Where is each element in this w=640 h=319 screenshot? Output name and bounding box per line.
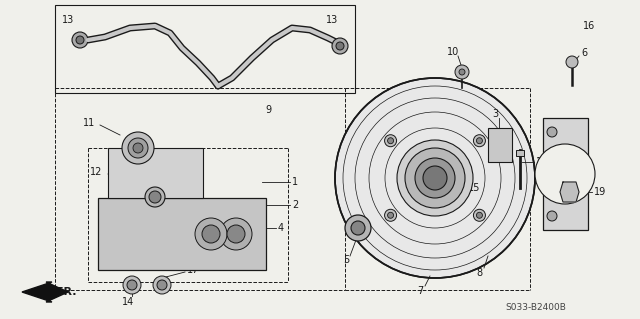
Text: 4: 4 bbox=[278, 223, 284, 233]
Polygon shape bbox=[22, 282, 68, 302]
Circle shape bbox=[123, 276, 141, 294]
Circle shape bbox=[351, 221, 365, 235]
Text: 15: 15 bbox=[468, 183, 481, 193]
Text: 13: 13 bbox=[326, 15, 338, 25]
Text: 10: 10 bbox=[447, 47, 459, 57]
Circle shape bbox=[220, 218, 252, 250]
Circle shape bbox=[227, 225, 245, 243]
Bar bbox=[108, 148, 203, 198]
Circle shape bbox=[76, 36, 84, 44]
Circle shape bbox=[415, 158, 455, 198]
Text: 19: 19 bbox=[594, 187, 606, 197]
Circle shape bbox=[385, 135, 397, 147]
Text: 8: 8 bbox=[476, 268, 482, 278]
Circle shape bbox=[72, 32, 88, 48]
Circle shape bbox=[405, 148, 465, 208]
Circle shape bbox=[547, 127, 557, 137]
Text: 2: 2 bbox=[292, 200, 298, 210]
Text: 5: 5 bbox=[343, 255, 349, 265]
Circle shape bbox=[547, 211, 557, 221]
Text: 9: 9 bbox=[265, 105, 271, 115]
Circle shape bbox=[128, 138, 148, 158]
Circle shape bbox=[474, 209, 485, 221]
Circle shape bbox=[332, 38, 348, 54]
Circle shape bbox=[455, 65, 469, 79]
Text: 16: 16 bbox=[583, 21, 595, 31]
Text: 14: 14 bbox=[122, 297, 134, 307]
Circle shape bbox=[153, 276, 171, 294]
Circle shape bbox=[385, 209, 397, 221]
Text: 12: 12 bbox=[90, 167, 102, 177]
Bar bbox=[516, 150, 524, 156]
Text: 17: 17 bbox=[187, 265, 200, 275]
Circle shape bbox=[127, 280, 137, 290]
Text: 3: 3 bbox=[492, 109, 498, 119]
Circle shape bbox=[474, 135, 485, 147]
Circle shape bbox=[149, 191, 161, 203]
Text: 13: 13 bbox=[62, 15, 74, 25]
Circle shape bbox=[335, 78, 535, 278]
Text: 1: 1 bbox=[292, 177, 298, 187]
Text: 18: 18 bbox=[536, 157, 548, 167]
Circle shape bbox=[476, 212, 483, 218]
Circle shape bbox=[145, 187, 165, 207]
Bar bbox=[98, 198, 266, 270]
Circle shape bbox=[459, 69, 465, 75]
Circle shape bbox=[476, 138, 483, 144]
Circle shape bbox=[336, 42, 344, 50]
Circle shape bbox=[423, 166, 447, 190]
Bar bbox=[55, 5, 355, 93]
Text: 7: 7 bbox=[417, 286, 423, 296]
Circle shape bbox=[397, 140, 473, 216]
Circle shape bbox=[157, 280, 167, 290]
Text: FR.: FR. bbox=[56, 287, 77, 297]
Circle shape bbox=[133, 143, 143, 153]
Text: 11: 11 bbox=[83, 118, 95, 128]
Circle shape bbox=[566, 56, 578, 68]
Bar bbox=[488, 128, 512, 162]
Circle shape bbox=[388, 138, 394, 144]
Circle shape bbox=[202, 225, 220, 243]
Circle shape bbox=[345, 215, 371, 241]
Bar bbox=[543, 118, 588, 230]
Text: 6: 6 bbox=[581, 48, 587, 58]
Polygon shape bbox=[560, 182, 579, 202]
Circle shape bbox=[388, 212, 394, 218]
Circle shape bbox=[122, 132, 154, 164]
Circle shape bbox=[535, 144, 595, 204]
Circle shape bbox=[195, 218, 227, 250]
Text: S033-B2400B: S033-B2400B bbox=[505, 303, 566, 313]
